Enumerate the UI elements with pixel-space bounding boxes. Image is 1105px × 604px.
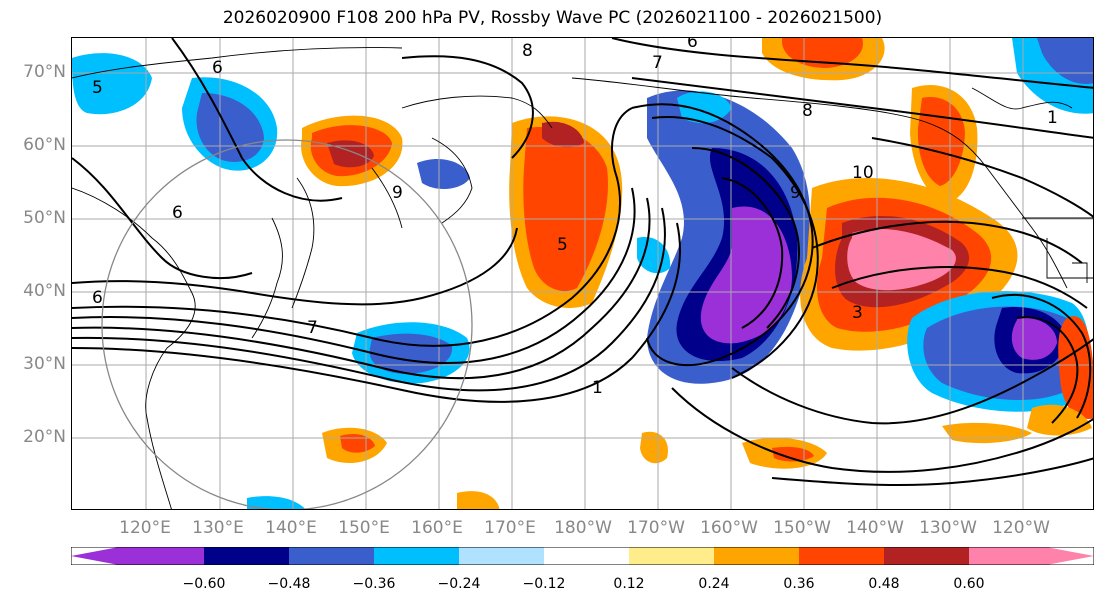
map-plot: 8 7 6 8 10 9 5 6 5 6 7 1 6 3 9 1 [72,38,1093,509]
map-panel: 8 7 6 8 10 9 5 6 5 6 7 1 6 3 9 1 [71,37,1094,510]
colorbar-tick-label: 0.60 [953,576,985,592]
contour-label: 6 [92,288,103,308]
colorbar-segment [714,547,799,565]
coastlines [72,47,1093,509]
contour-label: 7 [307,318,318,338]
contour-label: 9 [392,183,403,203]
colorbar-tick-label: −0.48 [267,576,311,592]
contour-label: 5 [557,235,568,255]
colorbar-segment [544,547,629,565]
colorbar-segment [884,547,969,565]
longitude-label: 120°W [992,518,1050,538]
latitude-label: 60°N [23,135,66,155]
contour-label: 6 [212,58,223,78]
contour-label: 10 [852,163,874,183]
longitude-label: 120°E [119,518,171,538]
longitude-label: 150°W [773,518,831,538]
range-ring [101,139,473,509]
colorbar-tick-label: −0.36 [352,576,396,592]
colorbar-tick-label: 0.48 [868,576,900,592]
colorbar-segment [204,547,289,565]
colorbar-segments [71,547,1094,565]
colorbar-tick-label: −0.60 [182,576,226,592]
contour-label: 1 [1047,108,1058,128]
longitude-label: 160°W [700,518,758,538]
pv-contours [72,38,1093,487]
contour-label: 1 [592,378,603,398]
longitude-label: 180°W [554,518,612,538]
contour-label: 8 [522,41,533,61]
contour-label: 5 [92,78,103,98]
colorbar-segment [374,547,459,565]
contour-label: 6 [172,203,183,223]
colorbar [71,547,1094,565]
contour-label: 6 [687,38,698,52]
colorbar-tick-label: 0.12 [613,576,645,592]
latitude-label: 40°N [23,281,66,301]
colorbar-tick-label: 0.36 [783,576,815,592]
colorbar-segment [459,547,544,565]
colorbar-segment [799,547,884,565]
colorbar-segment [289,547,374,565]
map-title: 2026020900 F108 200 hPa PV, Rossby Wave … [222,8,883,28]
longitude-label: 150°E [338,518,390,538]
colorbar-tick-label: −0.12 [522,576,566,592]
latitude-label: 30°N [23,354,66,374]
longitude-label: 130°E [192,518,244,538]
colorbar-tick-label: 0.24 [698,576,730,592]
colorbar-tick-label: −0.24 [437,576,481,592]
longitude-label: 140°W [846,518,904,538]
longitude-label: 130°W [919,518,977,538]
longitude-label: 170°E [484,518,536,538]
colorbar-segment [71,547,204,565]
contour-label: 8 [802,101,813,121]
contour-label: 9 [790,183,801,203]
longitude-label: 160°E [411,518,463,538]
longitude-label: 140°E [265,518,317,538]
contour-label: 7 [652,53,663,73]
contour-labels-layer: 8 7 6 8 10 9 5 6 5 6 7 1 6 3 9 1 [92,38,1058,398]
colorbar-segment [969,547,1094,565]
colorbar-segment [629,547,714,565]
anomaly-fill-layer [72,38,1093,509]
contour-label: 3 [852,303,863,323]
latitude-label: 20°N [23,427,66,447]
latitude-label: 70°N [23,62,66,82]
latitude-label: 50°N [23,208,66,228]
longitude-label: 170°W [627,518,685,538]
